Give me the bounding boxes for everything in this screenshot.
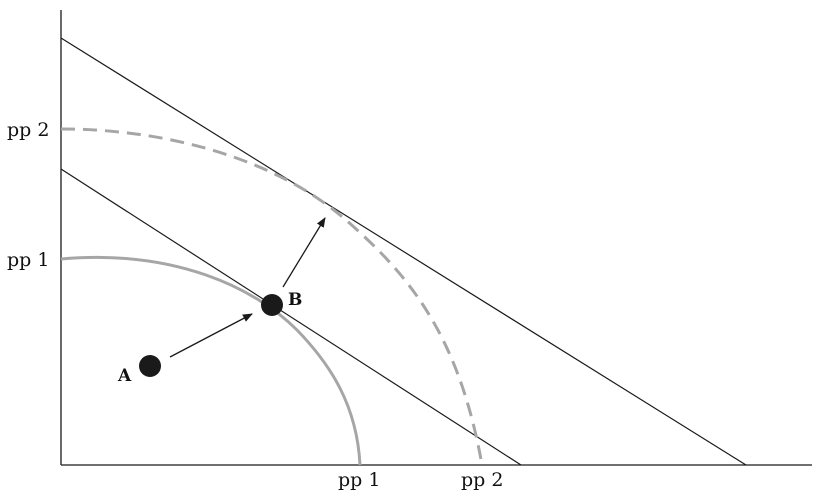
arrow-a-to-b	[169, 313, 253, 358]
outer-tangent-line	[60, 37, 747, 466]
y-tick-pp1: pp 1	[7, 249, 49, 271]
label-point-b: B	[288, 290, 302, 310]
frontier-pp2-dashed	[60, 127, 484, 466]
label-point-a: A	[117, 366, 132, 386]
x-tick-pp1: pp 1	[338, 469, 380, 491]
y-tick-pp2: pp 2	[7, 119, 49, 141]
arrow-b-to-frontier	[282, 217, 326, 288]
inner-tangent-line	[60, 168, 522, 466]
point-b	[261, 294, 283, 316]
x-tick-pp2: pp 2	[461, 469, 503, 491]
point-a	[139, 355, 161, 377]
frontier-pp1	[60, 255, 362, 466]
